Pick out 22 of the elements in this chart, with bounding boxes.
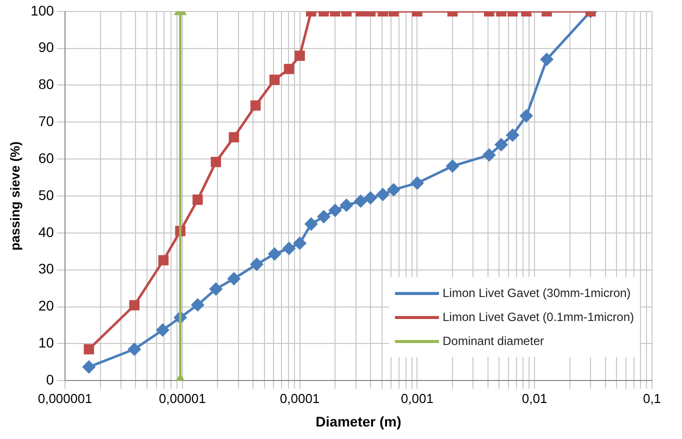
x-axis-title: Diameter (m) xyxy=(316,413,402,430)
x-tick-label: 0,01 xyxy=(522,390,548,406)
x-tick-label: 0,001 xyxy=(400,390,434,406)
y-tick-label: 50 xyxy=(38,186,54,203)
y-tick-label: 30 xyxy=(38,260,54,277)
y-tick-label: 70 xyxy=(38,113,54,130)
legend-label: Limon Livet Gavet (30mm-1micron) xyxy=(442,286,631,300)
legend-label: Dominant diameter xyxy=(442,334,544,348)
y-tick-label: 60 xyxy=(38,150,54,166)
y-tick-label: 20 xyxy=(38,298,54,314)
y-tick-label: 0 xyxy=(46,371,54,388)
x-tick-label: 0,1 xyxy=(642,390,662,406)
legend-label: Limon Livet Gavet (0.1mm-1micron) xyxy=(442,310,634,324)
y-tick-label: 40 xyxy=(38,224,54,240)
x-tick-label: 0,00001 xyxy=(158,390,206,406)
x-tick-label: 0,000001 xyxy=(38,390,92,406)
x-tick-label: 0,0001 xyxy=(280,390,320,406)
y-tick-label: 100 xyxy=(30,2,54,18)
y-tick-label: 90 xyxy=(38,39,54,56)
y-tick-label: 80 xyxy=(38,76,54,92)
y-tick-label: 10 xyxy=(38,334,54,351)
y-axis-title: passing sieve (%) xyxy=(7,141,22,251)
